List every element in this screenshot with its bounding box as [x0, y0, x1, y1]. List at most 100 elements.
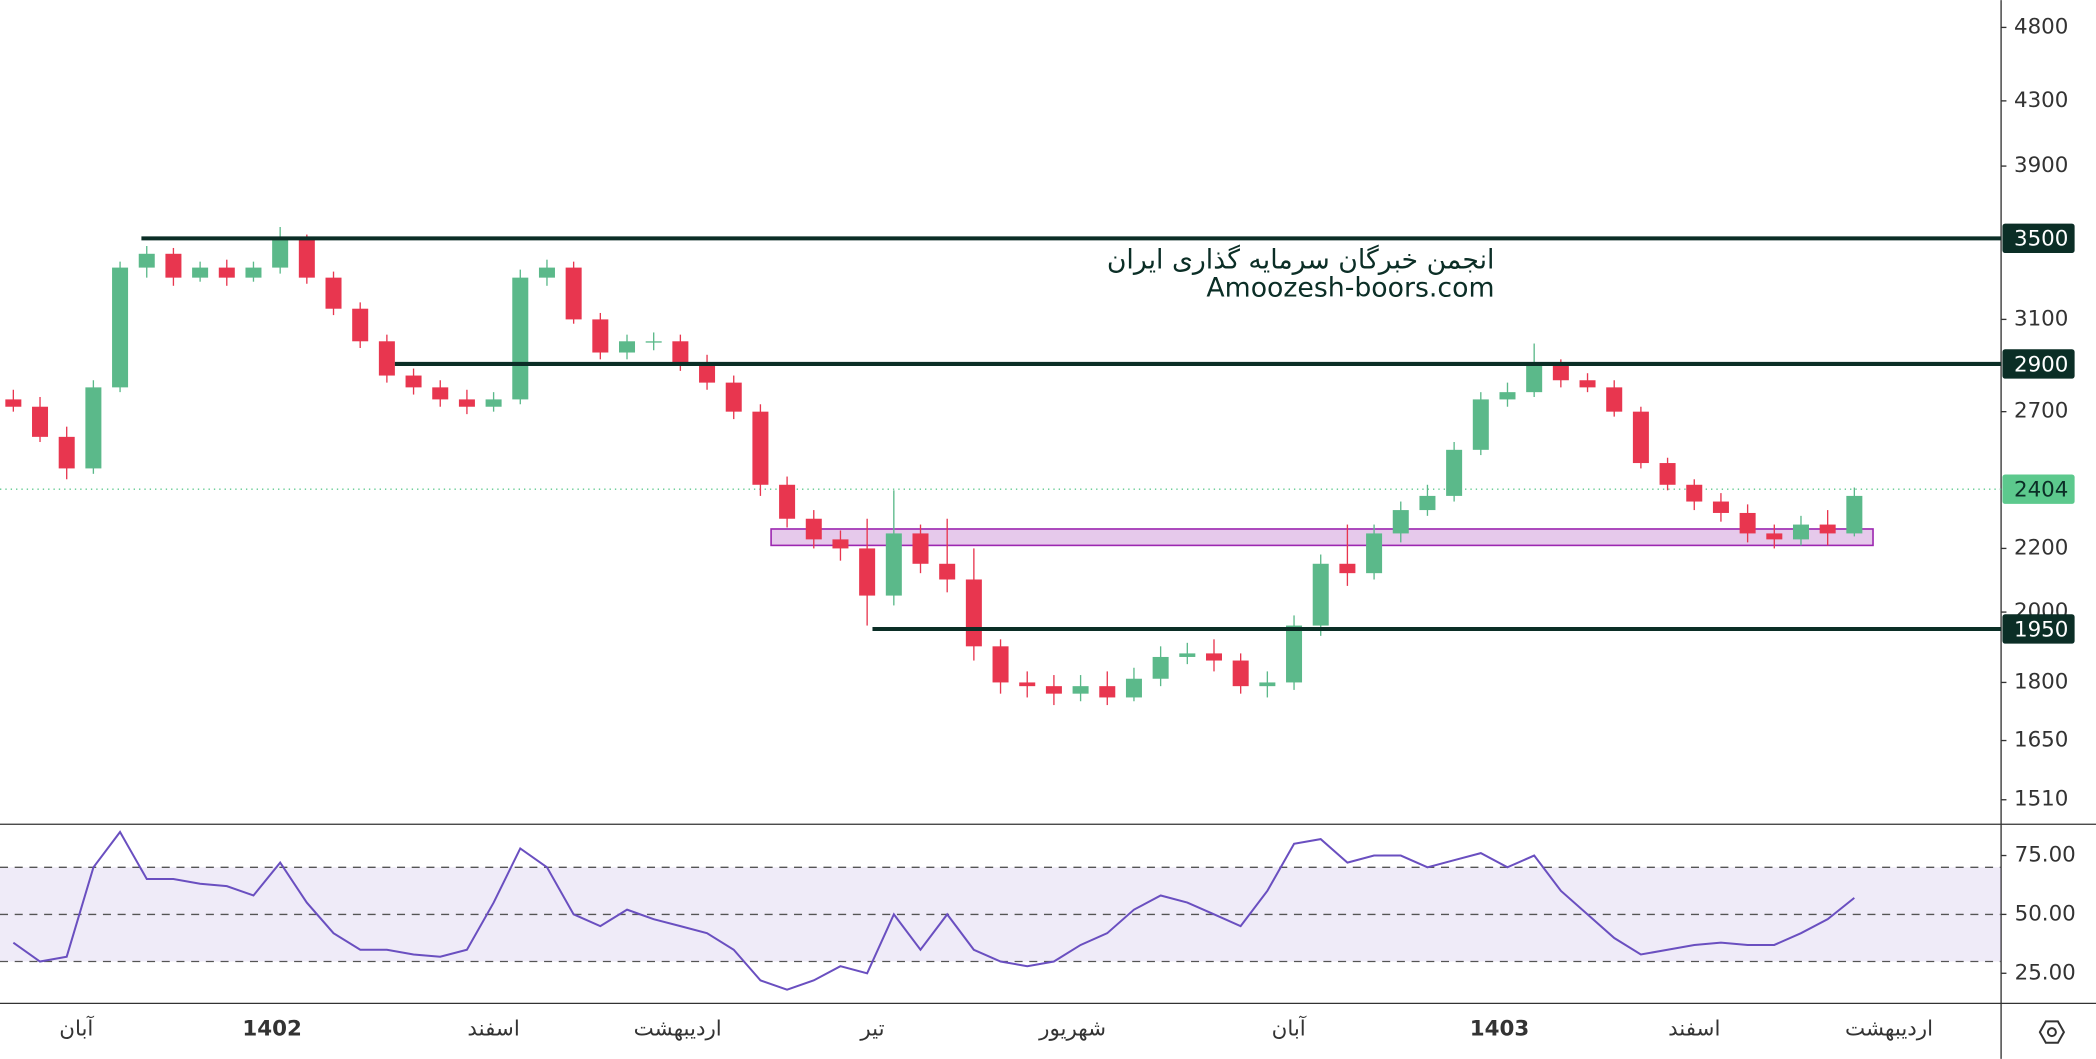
candle-body: [1579, 380, 1596, 388]
candle-body: [5, 399, 22, 407]
candle-body: [1606, 387, 1623, 412]
candle-body: [699, 363, 716, 383]
y-tick-label: 25.00: [2015, 960, 2076, 985]
x-tick-label: آبان: [1272, 1014, 1307, 1041]
candle-body: [1712, 501, 1729, 513]
candle-body: [1366, 533, 1383, 574]
candle-body: [752, 411, 769, 485]
candle-body: [1526, 363, 1543, 393]
y-tick-label: 3100: [2014, 306, 2068, 331]
candle-body: [1739, 512, 1756, 534]
candle-body: [1179, 653, 1196, 657]
candle-body: [58, 436, 75, 469]
candle-body: [992, 646, 1009, 683]
candle-body: [1259, 682, 1276, 687]
candle-body: [298, 238, 315, 278]
candle-body: [619, 341, 636, 353]
candle-body: [218, 267, 235, 278]
level-price-label: 3500: [2014, 227, 2068, 252]
candle-body: [779, 484, 796, 519]
y-tick-label: 4800: [2014, 14, 2068, 39]
candle-body: [1552, 363, 1569, 381]
x-tick-label: 1403: [1470, 1016, 1530, 1041]
candle-body: [1286, 625, 1303, 683]
y-tick-label: 1650: [2014, 728, 2068, 753]
candle-body: [859, 548, 876, 596]
y-tick-label: 75.00: [2015, 843, 2076, 868]
level-price-box: [2002, 349, 2075, 379]
candle-body: [138, 253, 155, 268]
y-tick-label: 3900: [2014, 153, 2068, 178]
level-price-box: [2002, 614, 2075, 644]
chart-title: انجمن خبرگان سرمایه گذاری ایران: [1107, 244, 1495, 275]
last-price-label: 2404: [2014, 478, 2068, 503]
candle-body: [1339, 563, 1356, 574]
candle-body: [245, 267, 262, 278]
x-tick-label: اردیبهشت: [1845, 1016, 1933, 1041]
x-tick-label: تیر: [859, 1016, 884, 1041]
y-tick-label: 4300: [2014, 88, 2068, 113]
last-price-box: [2002, 474, 2075, 504]
x-tick-label: اردیبهشت: [634, 1016, 722, 1041]
level-price-box: [2002, 223, 2075, 254]
candle-body: [565, 267, 582, 320]
candle-body: [378, 341, 395, 376]
settings-icon[interactable]: [2038, 1020, 2066, 1044]
support-zone: [770, 528, 1874, 547]
level-price-label: 2900: [2014, 352, 2068, 377]
candle-body: [1419, 495, 1436, 511]
candle-body: [112, 267, 129, 388]
candle-body: [1632, 411, 1649, 464]
candle-body: [538, 267, 555, 278]
x-tick-label: 1402: [242, 1016, 301, 1041]
candle-body: [672, 341, 689, 364]
candle-body: [192, 267, 209, 278]
candle-body: [1766, 533, 1783, 540]
y-tick-label: 1800: [2014, 669, 2068, 694]
candle-body: [1446, 449, 1463, 496]
candle-body: [32, 406, 49, 437]
level-price-label: 1950: [2014, 617, 2068, 642]
candle-body: [965, 579, 982, 647]
candle-body: [1312, 563, 1329, 626]
x-tick-label: اسفند: [467, 1016, 519, 1041]
candle-body: [1472, 399, 1489, 450]
y-tick-label: 2200: [2014, 535, 2068, 560]
candle-body: [885, 533, 902, 596]
candle-body: [645, 341, 662, 343]
x-tick-label: شهریور: [1038, 1016, 1106, 1041]
candle-body: [432, 387, 449, 400]
candle-body: [1072, 686, 1089, 694]
candle-body: [805, 518, 822, 540]
candle-body: [1019, 682, 1036, 687]
candle-body: [405, 375, 422, 388]
candle-body: [1099, 686, 1116, 698]
candle-body: [832, 539, 849, 549]
y-tick-label: 50.00: [2015, 901, 2076, 926]
candle-body: [1152, 656, 1169, 679]
candle-body: [1205, 653, 1223, 661]
y-tick-label: 2700: [2014, 399, 2068, 424]
candle-body: [1232, 660, 1249, 687]
candle-body: [485, 399, 502, 407]
candle-body: [1792, 524, 1809, 540]
candle-body: [85, 387, 102, 469]
candle-body: [1392, 510, 1409, 534]
candle-body: [592, 319, 609, 353]
candle-body: [1125, 678, 1142, 698]
chart-subtitle: Amoozesh-boors.com: [1206, 272, 1494, 303]
candle-body: [165, 253, 182, 278]
candle-body: [1499, 392, 1516, 400]
candle-body: [725, 382, 742, 412]
y-tick-label: 1510: [2014, 787, 2068, 812]
candle-body: [272, 238, 289, 268]
candle-body: [512, 277, 529, 400]
candle-body: [1846, 495, 1863, 534]
candle-body: [458, 399, 475, 407]
candle-body: [325, 277, 342, 309]
candle-body: [1819, 524, 1836, 534]
x-tick-label: آبان: [59, 1014, 94, 1041]
candle-body: [939, 563, 956, 580]
x-tick-label: اسفند: [1668, 1016, 1720, 1041]
